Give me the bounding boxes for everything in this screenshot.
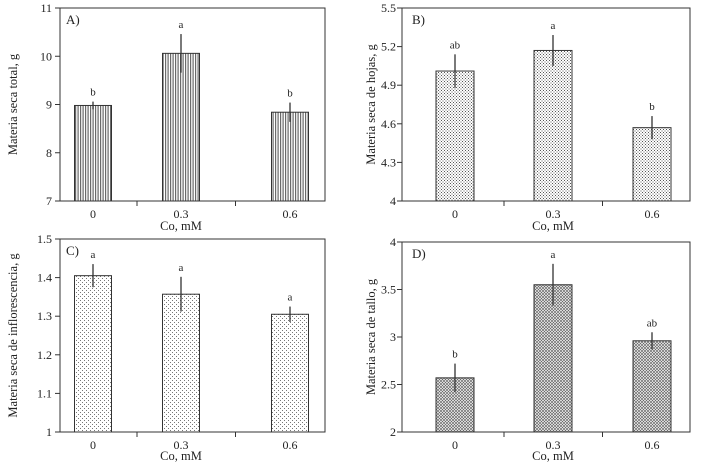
y-axis-title: Materia seca de hojas, g xyxy=(364,44,378,165)
y-tick-label: 4 xyxy=(390,235,396,249)
y-tick-label: 4.6 xyxy=(381,117,396,131)
x-tick-label: 0 xyxy=(452,207,458,221)
significance-letter: b xyxy=(90,87,96,99)
x-tick-label: 0.6 xyxy=(645,438,660,452)
bar-0.3 xyxy=(533,49,573,202)
chart-panel-1: 7 8 9 10 11 b 0 a 0.3 b 0.6 Co, mM Materia seca tota… xyxy=(6,1,326,233)
bar-0.6 xyxy=(271,313,309,433)
bar-0 xyxy=(74,275,112,433)
y-tick-label: 9 xyxy=(46,98,52,112)
x-tick-label: 0.6 xyxy=(283,438,298,452)
x-tick-label: 0.6 xyxy=(645,207,660,221)
significance-letter: a xyxy=(91,249,96,261)
y-tick-label: 10 xyxy=(40,49,52,63)
x-tick-label: 0 xyxy=(90,438,96,452)
x-tick-label: 0.6 xyxy=(283,207,298,221)
y-tick-label: 5.5 xyxy=(381,1,396,15)
bar-0 xyxy=(74,104,112,202)
significance-letter: b xyxy=(649,101,655,113)
y-tick-label: 4 xyxy=(390,194,396,208)
y-tick-label: 4.9 xyxy=(381,78,396,92)
x-axis-title: Co, mM xyxy=(532,449,574,463)
y-tick-label: 3.5 xyxy=(381,283,396,297)
chart-panel-4: 2 2.5 3 3.5 4 b 0 a 0.3 ab 0.6 Co, mM Materia seca d… xyxy=(364,235,691,463)
y-tick-label: 1.1 xyxy=(37,386,52,400)
x-tick-label: 0.3 xyxy=(546,207,561,221)
significance-letter: a xyxy=(179,262,184,274)
y-tick-label: 2 xyxy=(390,425,396,439)
significance-letter: b xyxy=(452,349,458,361)
significance-letter: b xyxy=(287,88,293,100)
y-tick-label: 1.3 xyxy=(37,309,52,323)
significance-letter: a xyxy=(551,20,556,32)
y-tick-label: 2.5 xyxy=(381,378,396,392)
y-axis-title: Materia seca de tallo, g xyxy=(364,278,378,395)
y-tick-label: 11 xyxy=(40,1,52,15)
y-axis-title: Materia seca de inflorescencia, g xyxy=(6,253,20,418)
bar-0.6 xyxy=(632,127,672,202)
x-axis-title: Co, mM xyxy=(160,219,202,233)
x-tick-label: 0 xyxy=(452,438,458,452)
y-tick-label: 1.2 xyxy=(37,348,52,362)
y-tick-label: 3 xyxy=(390,330,396,344)
significance-letter: ab xyxy=(647,317,658,329)
y-tick-label: 8 xyxy=(46,146,52,160)
y-tick-label: 1.4 xyxy=(37,271,52,285)
significance-letter: a xyxy=(551,249,556,261)
x-tick-label: 0.3 xyxy=(174,207,189,221)
bar-0 xyxy=(435,70,475,202)
bar-0.3 xyxy=(162,52,200,202)
panel-label: B) xyxy=(412,12,425,27)
y-tick-label: 4.3 xyxy=(381,155,396,169)
x-tick-label: 0 xyxy=(90,207,96,221)
significance-letter: a xyxy=(179,19,184,31)
bar-0.3 xyxy=(533,284,573,433)
y-tick-label: 1 xyxy=(46,425,52,439)
chart-panel-3: 1 1.1 1.2 1.3 1.4 1.5 a 0 a 0.3 a 0.6 Co, mM Materia … xyxy=(6,232,326,463)
bar-0.3 xyxy=(162,293,200,433)
x-axis-title: Co, mM xyxy=(160,449,202,463)
y-tick-label: 7 xyxy=(46,194,52,208)
panel-label: D) xyxy=(412,246,426,261)
panel-label: A) xyxy=(66,12,80,27)
x-tick-label: 0.3 xyxy=(546,438,561,452)
x-axis-title: Co, mM xyxy=(532,219,574,233)
y-tick-label: 1.5 xyxy=(37,232,52,246)
chart-panel-2: 4 4.3 4.6 4.9 5.2 5.5 ab 0 a 0.3 b 0.6 Co, mM Materia… xyxy=(364,1,691,233)
significance-letter: ab xyxy=(450,39,461,51)
significance-letter: a xyxy=(288,292,293,304)
bar-0.6 xyxy=(271,111,309,202)
y-tick-label: 5.2 xyxy=(381,40,396,54)
y-axis-title: Materia seca total, g xyxy=(6,53,20,155)
x-tick-label: 0.3 xyxy=(174,438,189,452)
bar-0.6 xyxy=(632,340,672,433)
panel-label: C) xyxy=(66,243,79,258)
